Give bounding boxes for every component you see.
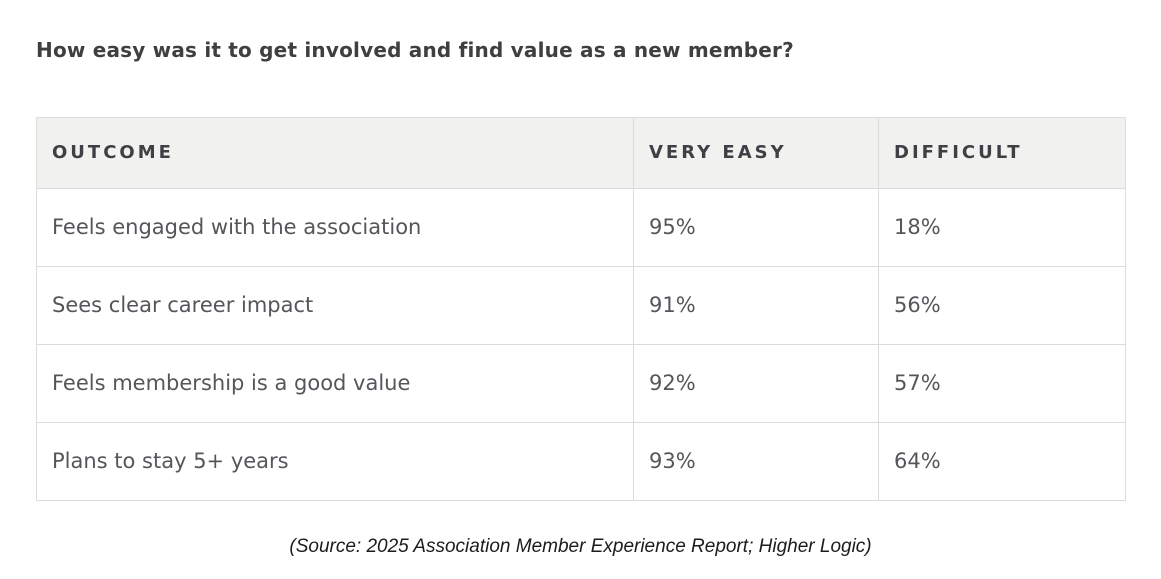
source-caption: (Source: 2025 Association Member Experie…	[289, 536, 872, 557]
outcome-cell: Feels membership is a good value	[36, 344, 634, 423]
very-easy-cell: 95%	[633, 188, 879, 267]
difficult-cell: 18%	[878, 188, 1126, 267]
column-header-outcome: OUTCOME	[36, 117, 634, 189]
outcome-cell: Sees clear career impact	[36, 266, 634, 345]
outcome-cell: Feels engaged with the association	[36, 188, 634, 267]
very-easy-cell: 91%	[633, 266, 879, 345]
very-easy-cell: 92%	[633, 344, 879, 423]
table-row: Feels membership is a good value 92% 57%	[36, 344, 1126, 423]
column-header-very-easy: VERY EASY	[633, 117, 879, 189]
difficult-cell: 64%	[878, 422, 1126, 501]
outcome-cell: Plans to stay 5+ years	[36, 422, 634, 501]
table-row: Feels engaged with the association 95% 1…	[36, 188, 1126, 267]
column-header-difficult: DIFFICULT	[878, 117, 1126, 189]
page-title: How easy was it to get involved and find…	[36, 38, 794, 62]
very-easy-cell: 93%	[633, 422, 879, 501]
survey-results-table: OUTCOME VERY EASY DIFFICULT Feels engage…	[36, 117, 1126, 501]
table-row: Plans to stay 5+ years 93% 64%	[36, 422, 1126, 501]
page: How easy was it to get involved and find…	[36, 38, 1126, 557]
difficult-cell: 56%	[878, 266, 1126, 345]
difficult-cell: 57%	[878, 344, 1126, 423]
table-header-row: OUTCOME VERY EASY DIFFICULT	[36, 117, 1126, 189]
table-row: Sees clear career impact 91% 56%	[36, 266, 1126, 345]
